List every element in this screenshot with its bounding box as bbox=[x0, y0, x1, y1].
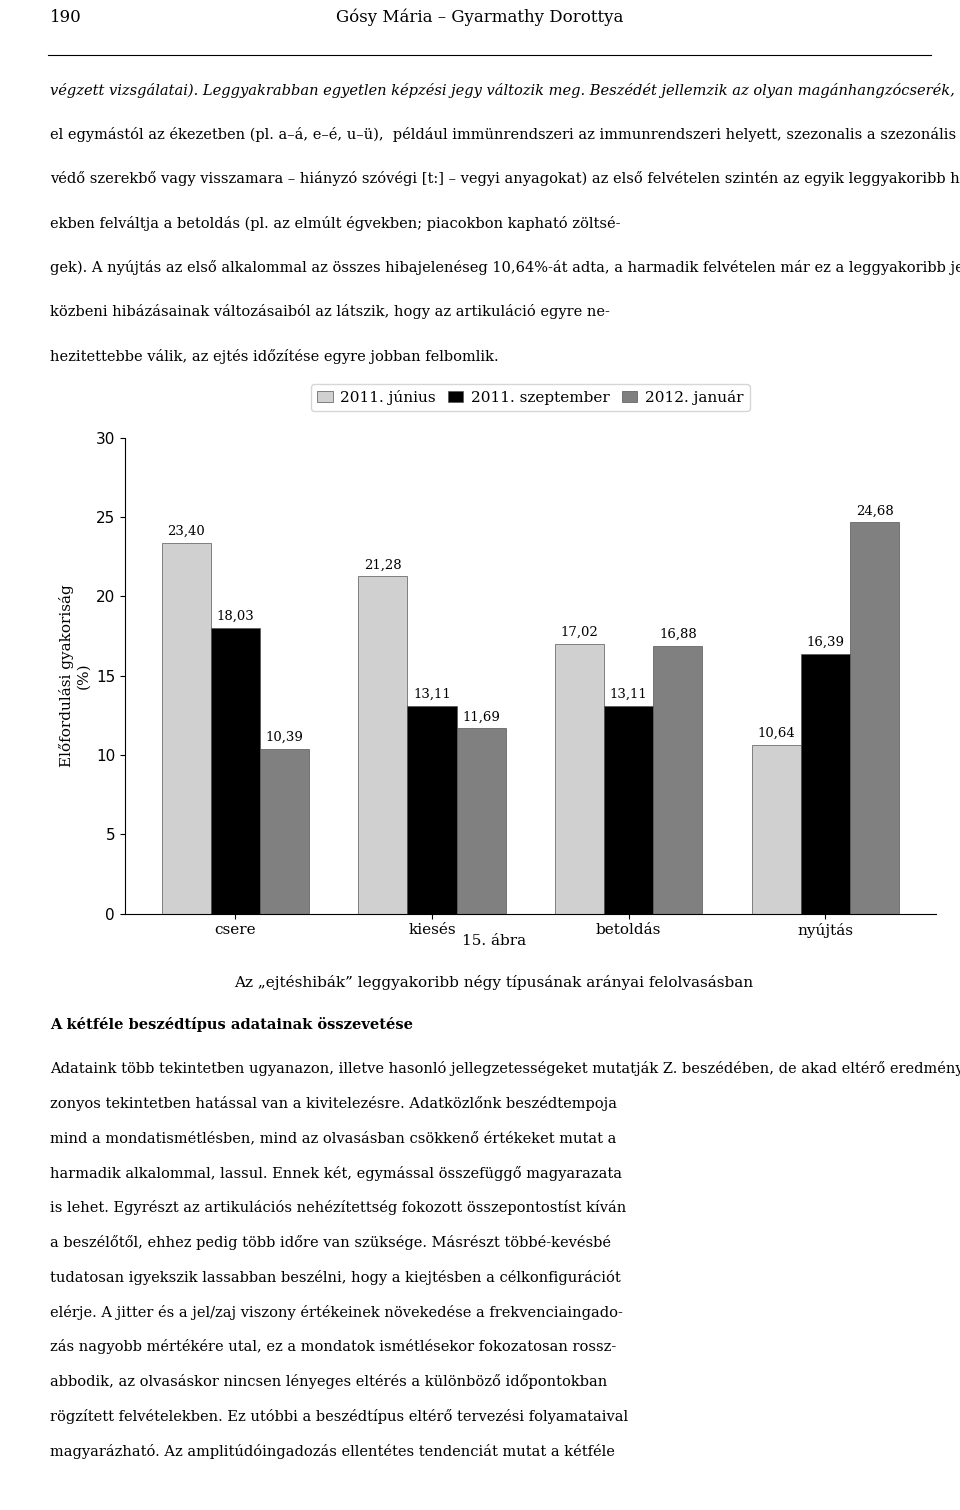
Text: 18,03: 18,03 bbox=[217, 610, 254, 624]
Text: 13,11: 13,11 bbox=[610, 689, 648, 701]
Text: gek). A nyújtás az első alkalommal az összes hibajelenéseg 10,64%-át adta, a har: gek). A nyújtás az első alkalommal az ös… bbox=[50, 260, 960, 275]
Text: 16,88: 16,88 bbox=[659, 628, 697, 642]
Text: abbodik, az olvasáskor nincsen lényeges eltérés a különböző időpontokban: abbodik, az olvasáskor nincsen lényeges … bbox=[50, 1374, 607, 1389]
Bar bbox=[161, 542, 211, 914]
Text: 23,40: 23,40 bbox=[167, 525, 205, 538]
Text: tudatosan igyekszik lassabban beszélni, hogy a kiejtésben a célkonfigurációt: tudatosan igyekszik lassabban beszélni, … bbox=[50, 1270, 621, 1285]
Text: rögzített felvételekben. Ez utóbbi a beszédtípus eltérő tervezési folyamataival: rögzített felvételekben. Ez utóbbi a bes… bbox=[50, 1409, 628, 1424]
Text: zás nagyobb mértékére utal, ez a mondatok ismétlésekor fokozatosan rossz-: zás nagyobb mértékére utal, ez a mondato… bbox=[50, 1339, 616, 1354]
Text: zonyos tekintetben hatással van a kivitelezésre. Adatközlőnk beszédtempoja: zonyos tekintetben hatással van a kivite… bbox=[50, 1096, 617, 1111]
Bar bbox=[850, 522, 900, 914]
Text: a beszélőtől, ehhez pedig több időre van szüksége. Másrészt többé-kevésbé: a beszélőtől, ehhez pedig több időre van… bbox=[50, 1235, 611, 1250]
Text: Gósy Mária – Gyarmathy Dorottya: Gósy Mária – Gyarmathy Dorottya bbox=[336, 9, 624, 26]
Text: is lehet. Egyrészt az artikulációs nehézítettség fokozott összepontostíst kíván: is lehet. Egyrészt az artikulációs nehéz… bbox=[50, 1200, 626, 1216]
Bar bbox=[752, 744, 801, 914]
Text: 21,28: 21,28 bbox=[364, 559, 401, 571]
Text: magyarázható. Az amplitúdóingadozás ellentétes tendenciát mutat a kétféle: magyarázható. Az amplitúdóingadozás elle… bbox=[50, 1444, 614, 1459]
Text: harmadik alkalommal, lassul. Ennek két, egymással összefüggő magyarazata: harmadik alkalommal, lassul. Ennek két, … bbox=[50, 1166, 622, 1181]
Legend: 2011. június, 2011. szeptember, 2012. január: 2011. június, 2011. szeptember, 2012. ja… bbox=[311, 384, 750, 411]
Text: elérje. A jitter és a jel/zaj viszony értékeinek növekedése a frekvenciaingado-: elérje. A jitter és a jel/zaj viszony ér… bbox=[50, 1305, 623, 1320]
Text: 13,11: 13,11 bbox=[413, 689, 451, 701]
Text: 10,64: 10,64 bbox=[757, 728, 795, 740]
Bar bbox=[801, 654, 850, 914]
Bar bbox=[457, 728, 506, 914]
Text: 11,69: 11,69 bbox=[463, 710, 500, 723]
Text: 17,02: 17,02 bbox=[561, 627, 598, 639]
Text: 24,68: 24,68 bbox=[855, 504, 894, 518]
Text: 190: 190 bbox=[50, 9, 82, 26]
Text: Az „ejtéshibák” leggyakoribb négy típusának arányai felolvasásban: Az „ejtéshibák” leggyakoribb négy típusá… bbox=[234, 975, 754, 991]
Text: mind a mondatismétlésben, mind az olvasásban csökkenő értékeket mutat a: mind a mondatismétlésben, mind az olvasá… bbox=[50, 1131, 616, 1145]
Bar bbox=[358, 577, 407, 914]
Text: hezitettebbe válik, az ejtés időzítése egyre jobban felbomlik.: hezitettebbe válik, az ejtés időzítése e… bbox=[50, 349, 498, 364]
Bar bbox=[555, 643, 604, 914]
Text: közbeni hibázásainak változásaiból az látszik, hogy az artikuláció egyre ne-: közbeni hibázásainak változásaiból az lá… bbox=[50, 305, 610, 320]
Text: védő szerekbő vagy visszamara – hiányzó szóvégi [t:] – vegyi anyagokat) az első : védő szerekbő vagy visszamara – hiányzó … bbox=[50, 171, 960, 186]
Bar bbox=[654, 646, 703, 914]
Text: 16,39: 16,39 bbox=[806, 636, 845, 649]
Text: el egymástól az ékezetben (pl. a–á, e–é, u–ü),  például immünrendszeri az immunr: el egymástól az ékezetben (pl. a–á, e–é,… bbox=[50, 127, 960, 142]
Text: végzett vizsgálatai). Leggyakrabban egyetlen képzési jegy változik meg. Beszédét: végzett vizsgálatai). Leggyakrabban egye… bbox=[50, 83, 960, 98]
Bar bbox=[604, 705, 654, 914]
Text: A kétféle beszédtípus adatainak összevetése: A kétféle beszédtípus adatainak összevet… bbox=[50, 1016, 413, 1031]
Y-axis label: Előfordulási gyakoriság
(%): Előfordulási gyakoriság (%) bbox=[59, 584, 90, 767]
Bar bbox=[260, 749, 309, 914]
Text: ekben felváltja a betoldás (pl. az elmúlt égvekben; piacokbon kapható zöltsé-: ekben felváltja a betoldás (pl. az elmúl… bbox=[50, 216, 620, 231]
Text: 15. ábra: 15. ábra bbox=[462, 933, 526, 948]
Text: Adataink több tekintetben ugyanazon, illetve hasonló jellegzetességeket mutatják: Adataink több tekintetben ugyanazon, ill… bbox=[50, 1062, 960, 1077]
Bar bbox=[407, 705, 457, 914]
Text: 10,39: 10,39 bbox=[266, 731, 303, 744]
Bar bbox=[211, 628, 260, 914]
